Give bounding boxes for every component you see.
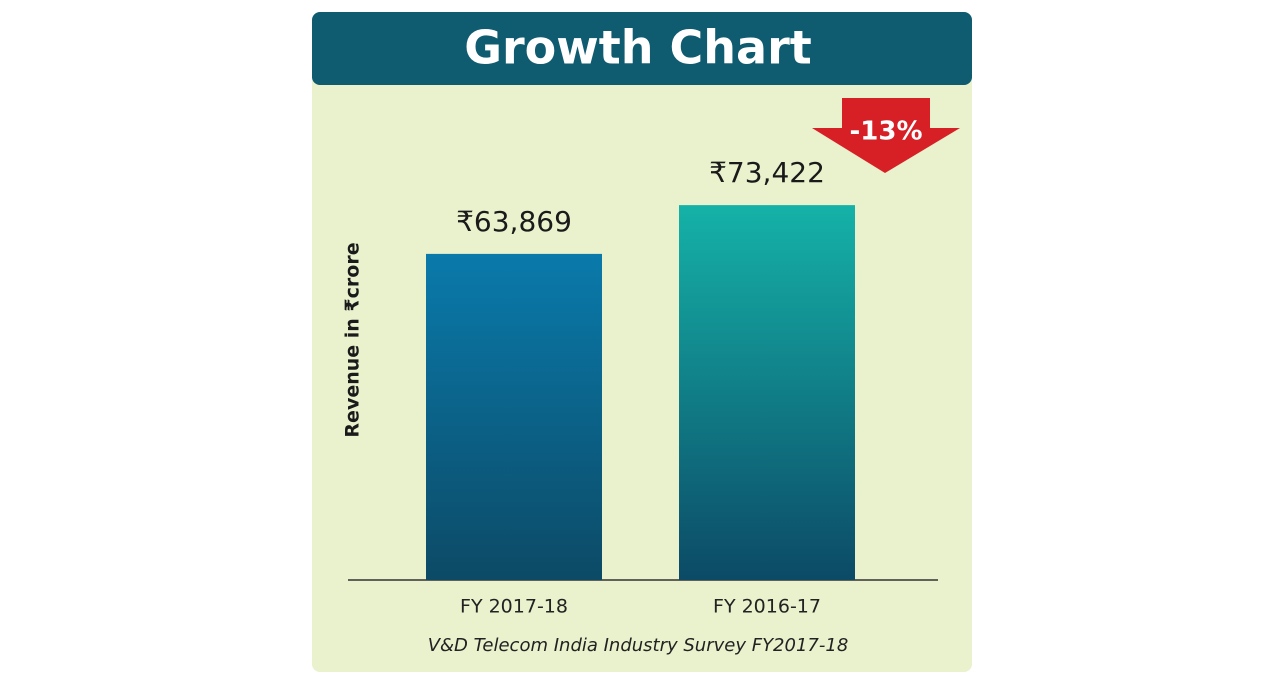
annotation: -13% [849,117,922,147]
chart-title: Growth Chart [464,21,812,75]
title-band [312,12,972,85]
x-tick-label: FY 2017-18 [460,596,568,618]
bar [679,205,855,580]
value-label: ₹63,869 [456,205,572,238]
value-label: ₹73,422 [709,156,825,189]
bar [426,253,602,580]
y-axis-label: Revenue in ₹crore [342,242,364,437]
x-tick-label: FY 2016-17 [713,596,821,618]
source-note: V&D Telecom India Industry Survey FY2017… [428,635,849,656]
decline-arrow [812,98,960,173]
